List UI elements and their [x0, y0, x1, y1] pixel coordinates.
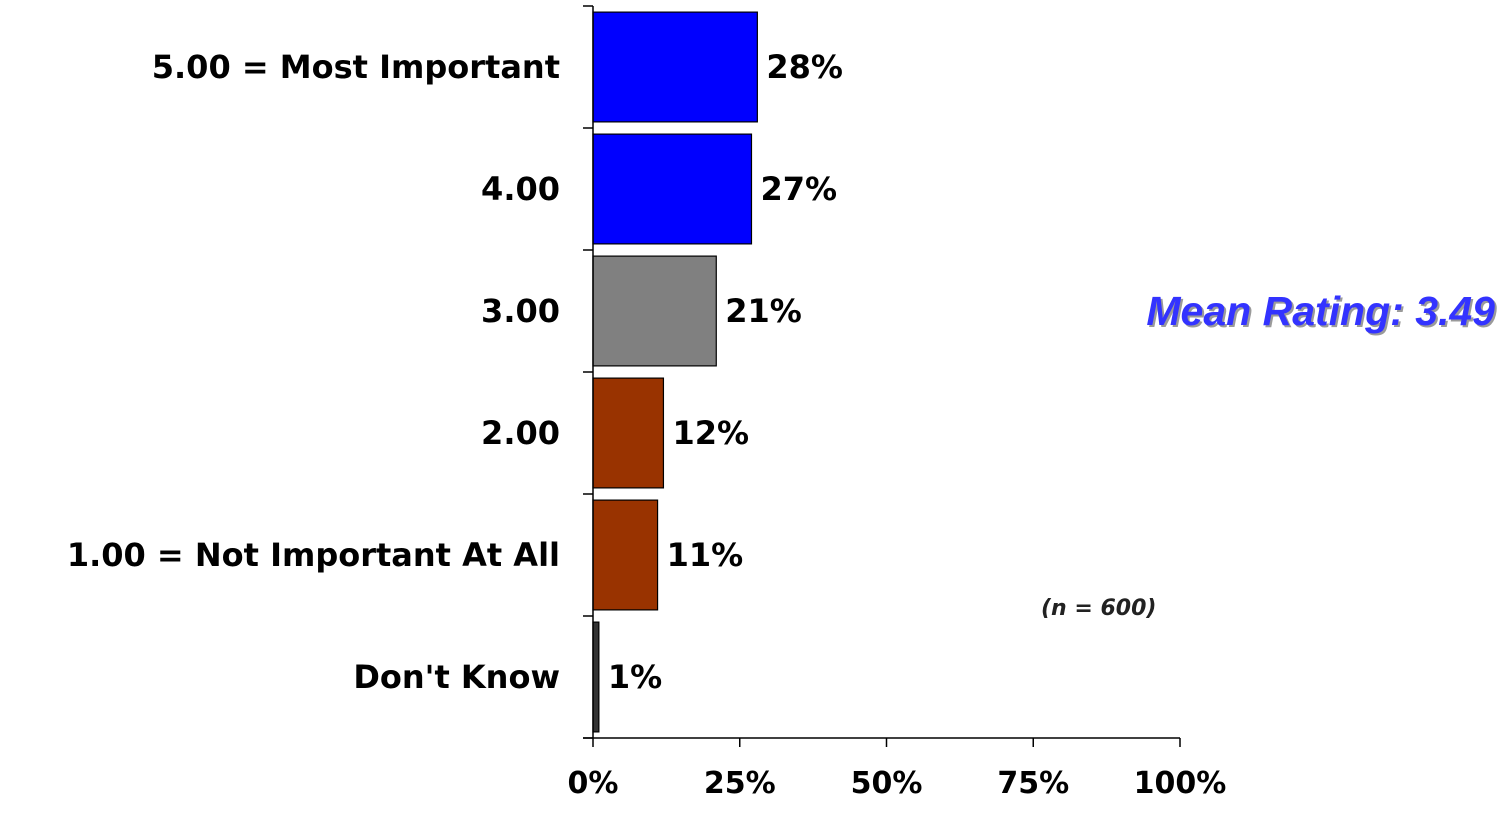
category-label: 5.00 = Most Important: [152, 48, 560, 86]
x-tick-label: 25%: [704, 766, 776, 801]
x-tick-label: 100%: [1134, 766, 1227, 801]
value-label: 11%: [667, 536, 744, 574]
x-tick-label: 50%: [851, 766, 923, 801]
category-label: 1.00 = Not Important At All: [67, 536, 560, 574]
value-label: 27%: [760, 170, 837, 208]
value-label: 28%: [766, 48, 843, 86]
bar: [592, 255, 717, 367]
bar: [592, 133, 753, 245]
value-label: 1%: [608, 658, 662, 696]
bar: [592, 377, 665, 489]
category-label: 3.00: [481, 292, 560, 330]
labels-layer: 5.00 = Most Important 28% 4.00 27% 3.00 21% 2.…: [67, 48, 1227, 801]
x-tick-label: 75%: [997, 766, 1069, 801]
bar: [592, 621, 600, 733]
bars-layer: [592, 11, 758, 733]
x-tick-label: 0%: [568, 766, 619, 801]
mean-rating-annotation: Mean Rating: 3.49: [1146, 288, 1495, 334]
value-label: 21%: [725, 292, 802, 330]
bar: [592, 499, 659, 611]
sample-size-note: (n = 600): [1041, 596, 1157, 621]
bar: [592, 11, 758, 123]
value-label: 12%: [672, 414, 749, 452]
category-label: 4.00: [481, 170, 560, 208]
category-label: Don't Know: [353, 658, 560, 696]
category-label: 2.00: [481, 414, 560, 452]
axes-layer: [583, 5, 1181, 747]
